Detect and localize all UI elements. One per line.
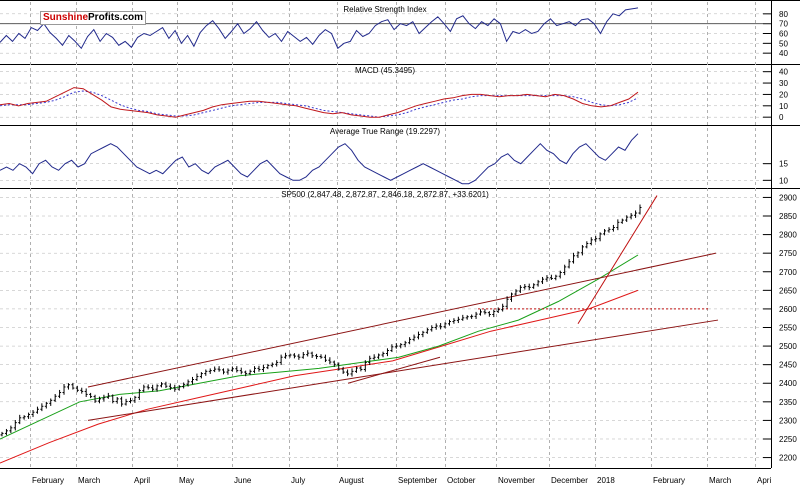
price-tick-label-2450: 2450 — [779, 361, 797, 370]
price-tick-label-2200: 2200 — [779, 454, 797, 463]
price-tick-label-2250: 2250 — [779, 435, 797, 444]
price-tick-label-2900: 2900 — [779, 193, 797, 202]
x-tick-label-9: November — [498, 476, 535, 485]
price-tick-label-2500: 2500 — [779, 342, 797, 351]
trendline-steep — [577, 195, 658, 325]
x-tick-label-0: February — [32, 476, 64, 485]
macd-tick-label-0: 0 — [779, 113, 784, 122]
price-tick-label-2700: 2700 — [779, 268, 797, 277]
rsi-tick-label-60: 60 — [779, 30, 788, 39]
macd-tick-label-30: 30 — [779, 79, 788, 88]
rsi-tick-label-40: 40 — [779, 49, 788, 58]
rsi-title: Relative Strength Index — [343, 5, 426, 14]
x-tick-label-6: August — [339, 476, 365, 485]
price-tick-label-2800: 2800 — [779, 231, 797, 240]
rsi-tick-label-80: 80 — [779, 10, 788, 19]
atr-title: Average True Range (19.2297) — [330, 127, 440, 136]
atr-tick-label-15: 15 — [779, 160, 788, 169]
trendline-upper — [87, 252, 717, 388]
atr-tick-label-10: 10 — [779, 176, 788, 185]
macd-line — [0, 87, 639, 118]
price-tick-label-2400: 2400 — [779, 379, 797, 388]
price-tick-label-2550: 2550 — [779, 324, 797, 333]
trendline-short — [347, 356, 441, 384]
price-tick-label-2300: 2300 — [779, 416, 797, 425]
price-tick-label-2650: 2650 — [779, 286, 797, 295]
price-tick-label-2850: 2850 — [779, 212, 797, 221]
macd-tick-label-10: 10 — [779, 102, 788, 111]
moving-average-green — [0, 254, 639, 440]
x-tick-label-2: April — [134, 476, 150, 485]
x-tick-label-4: June — [234, 476, 252, 485]
rsi-series-line — [0, 7, 639, 50]
macd-tick-label-20: 20 — [779, 90, 788, 99]
atr-series-line — [0, 133, 639, 185]
macd-title: MACD (45.3495) — [355, 66, 415, 75]
x-tick-label-8: October — [447, 476, 476, 485]
x-tick-label-10: December — [551, 476, 588, 485]
price-title: SP500 (2,847.48, 2,872.87, 2,846.18, 2,8… — [281, 190, 489, 199]
trendline-lower — [87, 319, 719, 421]
x-tick-label-14: Apri — [757, 476, 771, 485]
macd-signal-line — [0, 90, 639, 118]
moving-average-red — [0, 289, 639, 464]
x-tick-label-13: March — [709, 476, 731, 485]
rsi-tick-label-50: 50 — [779, 39, 788, 48]
x-tick-label-5: July — [291, 476, 305, 485]
x-tick-label-11: 2018 — [597, 476, 615, 485]
x-tick-label-1: March — [78, 476, 100, 485]
price-tick-label-2600: 2600 — [779, 305, 797, 314]
x-tick-label-12: February — [653, 476, 685, 485]
rsi-tick-label-70: 70 — [779, 20, 788, 29]
price-tick-label-2750: 2750 — [779, 249, 797, 258]
x-tick-label-3: May — [179, 476, 194, 485]
price-tick-label-2350: 2350 — [779, 398, 797, 407]
x-tick-label-7: September — [398, 476, 437, 485]
macd-tick-label-40: 40 — [779, 68, 788, 77]
sunshine-profits-logo: SunshineProfits.com — [40, 11, 147, 25]
